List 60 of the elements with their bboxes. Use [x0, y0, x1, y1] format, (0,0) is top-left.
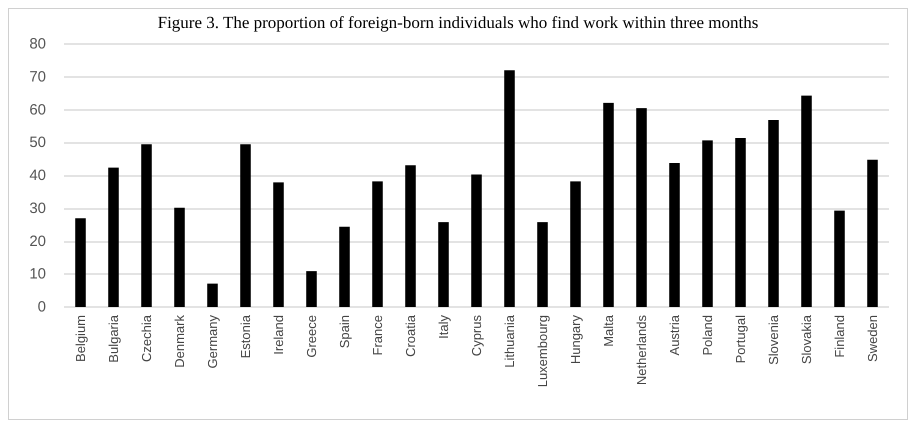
bar [339, 226, 350, 307]
bar [867, 160, 878, 307]
y-tick-label: 60 [29, 101, 46, 118]
x-tick-label: Bulgaria [106, 314, 121, 363]
x-tick-label: Slovakia [799, 314, 814, 364]
bar [603, 102, 614, 307]
x-tick-label: France [370, 315, 385, 356]
bar [801, 96, 812, 307]
bar [570, 181, 581, 307]
x-tick-label: Austria [667, 314, 682, 356]
bar [834, 210, 845, 307]
x-tick-label: Cyprus [469, 314, 484, 356]
x-tick-label: Slovenia [766, 314, 781, 365]
bar [669, 163, 680, 307]
bar [108, 168, 119, 307]
y-tick-label: 10 [29, 266, 46, 283]
y-tick-label: 20 [29, 232, 46, 250]
bar [471, 174, 482, 307]
x-tick-label: Greece [304, 315, 319, 358]
x-tick-label: Malta [601, 314, 616, 347]
x-tick-label: Belgium [73, 315, 88, 362]
x-tick-label: Portugal [733, 314, 748, 364]
chart-title: Figure 3. The proportion of foreign-born individuals who find work within three months [158, 13, 758, 32]
x-tick-label: Spain [337, 315, 352, 348]
x-tick-label: Sweden [865, 315, 880, 362]
x-tick-label: Finland [832, 315, 847, 358]
bar [174, 208, 185, 307]
x-tick-label: Germany [205, 314, 220, 368]
bar [405, 165, 416, 307]
y-tick-label: 40 [29, 167, 46, 184]
bar [504, 70, 515, 307]
bar [240, 144, 251, 307]
y-tick-label: 80 [29, 36, 46, 52]
x-tick-label: Denmark [172, 314, 187, 368]
bar [537, 222, 548, 307]
bar [141, 144, 152, 307]
x-tick-label: Lithuania [502, 314, 517, 368]
bar [702, 140, 713, 307]
x-tick-label: Italy [436, 314, 451, 339]
bar [306, 271, 317, 307]
y-tick-label: 30 [29, 200, 46, 217]
bar [438, 222, 449, 307]
bar [75, 218, 86, 307]
bar [273, 182, 284, 307]
x-tick-label: Hungary [568, 314, 583, 364]
x-tick-label: Estonia [238, 314, 253, 358]
x-tick-label: Czechia [139, 314, 154, 362]
bar [735, 138, 746, 307]
x-tick-label: Ireland [271, 315, 286, 355]
bar [636, 108, 647, 307]
x-tick-label: Poland [700, 315, 715, 356]
y-tick-label: 70 [29, 68, 46, 86]
y-tick-label: 50 [29, 134, 46, 152]
bar [372, 181, 383, 307]
x-tick-label: Netherlands [634, 314, 649, 386]
bar [768, 120, 779, 307]
bar [207, 284, 218, 307]
x-tick-label: Croatia [403, 314, 418, 357]
y-tick-label: 0 [38, 298, 46, 316]
x-tick-label: Luxembourg [535, 315, 550, 388]
